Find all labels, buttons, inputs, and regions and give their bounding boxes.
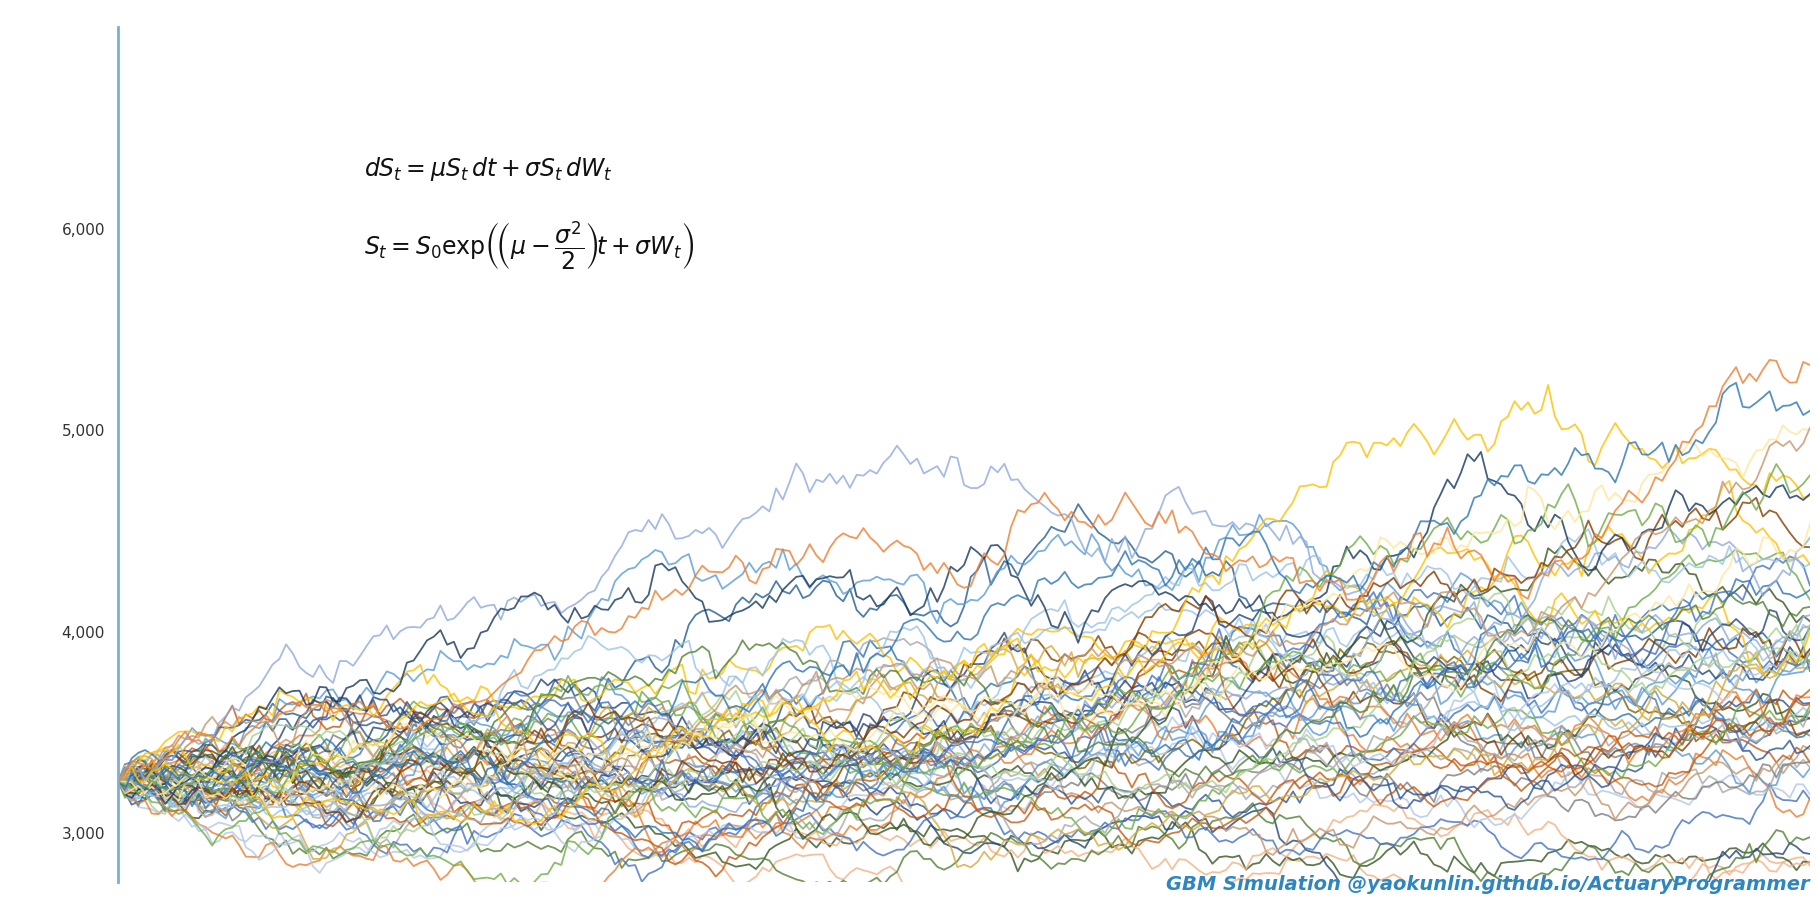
- Text: $dS_t = \mu S_t\, dt + \sigma S_t\, dW_t$: $dS_t = \mu S_t\, dt + \sigma S_t\, dW_t…: [364, 154, 613, 183]
- Text: $S_t = S_0 \exp\!\left(\!\left(\mu - \dfrac{\sigma^2}{2}\right)\!t + \sigma W_t\: $S_t = S_0 \exp\!\left(\!\left(\mu - \df…: [364, 220, 693, 272]
- Text: GBM Simulation @yaokunlin.github.io/ActuaryProgrammer: GBM Simulation @yaokunlin.github.io/Actu…: [1166, 874, 1810, 893]
